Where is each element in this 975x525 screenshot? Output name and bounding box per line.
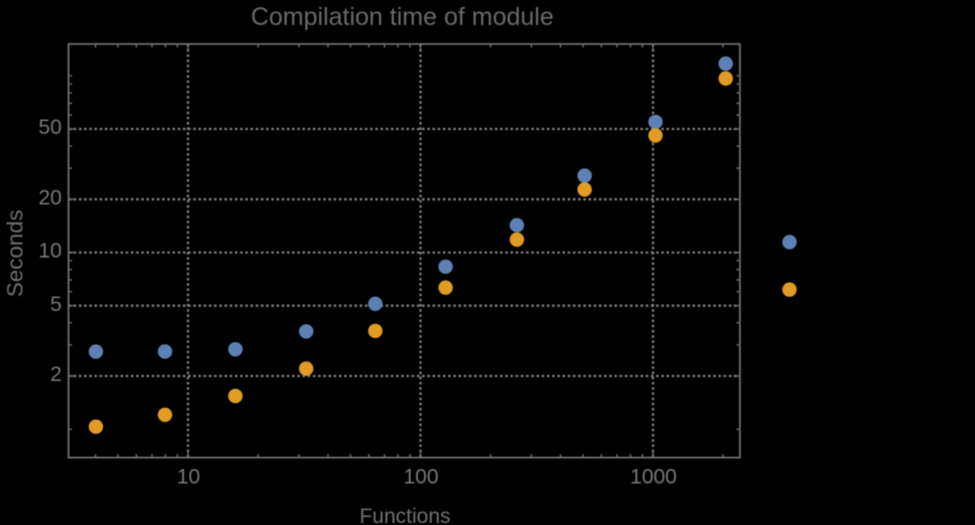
svg-text:Functions: Functions (359, 505, 450, 525)
svg-text:100: 100 (403, 465, 438, 488)
svg-text:Compilation time of module: Compilation time of module (251, 3, 554, 31)
svg-text:10: 10 (38, 240, 61, 263)
svg-text:5: 5 (50, 293, 62, 316)
svg-text:10: 10 (177, 465, 200, 488)
svg-text:Seconds: Seconds (2, 210, 27, 298)
svg-text:20: 20 (38, 187, 61, 210)
svg-text:2: 2 (50, 363, 62, 386)
svg-text:50: 50 (38, 116, 61, 139)
svg-text:1000: 1000 (630, 465, 677, 488)
